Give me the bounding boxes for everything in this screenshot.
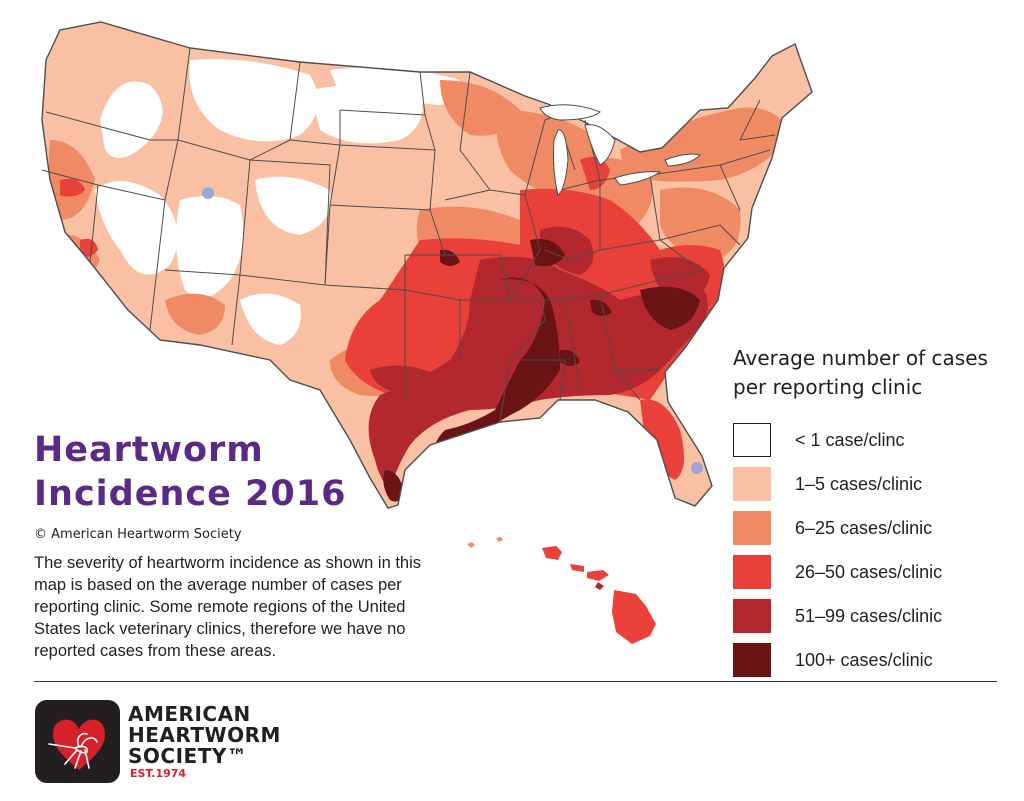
org-name-line1: AMERICAN	[128, 702, 251, 726]
footer-divider	[34, 681, 997, 682]
title-line2: Incidence 2016	[34, 474, 347, 514]
legend-swatch	[733, 643, 771, 677]
map-title: Heartworm Incidence 2016	[34, 428, 346, 516]
great-lakes	[539, 104, 702, 196]
map-region-under1	[95, 59, 463, 345]
map-hawaii	[467, 537, 656, 644]
legend-label: 1–5 cases/clinic	[795, 473, 923, 494]
copyright-text: © American Heartworm Society	[34, 527, 242, 542]
heart-mosquito-logo-icon	[35, 700, 120, 783]
org-name-line3: SOCIETY™	[128, 744, 248, 768]
legend-label: 6–25 cases/clinic	[795, 517, 933, 538]
map-lower48	[41, 21, 813, 509]
legend-label: < 1 case/clinc	[795, 429, 905, 450]
org-name: AMERICAN HEARTWORM SOCIETY™	[128, 704, 281, 767]
legend: Average number of cases per reporting cl…	[733, 344, 1013, 682]
legend-swatch	[733, 599, 771, 633]
legend-item-under1: < 1 case/clinc	[733, 418, 1013, 462]
org-name-line2: HEARTWORM	[128, 723, 281, 747]
legend-label: 51–99 cases/clinic	[795, 605, 943, 626]
map-description: The severity of heartworm incidence as s…	[34, 554, 422, 660]
legend-item-51-99: 51–99 cases/clinic	[733, 594, 1013, 638]
legend-swatch	[733, 423, 771, 457]
legend-label: 100+ cases/clinic	[795, 649, 933, 670]
legend-swatch	[733, 555, 771, 589]
legend-item-26-50: 26–50 cases/clinic	[733, 550, 1013, 594]
title-line1: Heartworm	[34, 430, 264, 470]
org-established: EST.1974	[130, 767, 187, 780]
legend-swatch	[733, 511, 771, 545]
legend-item-1-5: 1–5 cases/clinic	[733, 462, 1013, 506]
legend-label: 26–50 cases/clinic	[795, 561, 943, 582]
legend-item-100plus: 100+ cases/clinic	[733, 638, 1013, 682]
legend-title: Average number of cases per reporting cl…	[733, 346, 988, 399]
legend-swatch	[733, 467, 771, 501]
legend-item-6-25: 6–25 cases/clinic	[733, 506, 1013, 550]
